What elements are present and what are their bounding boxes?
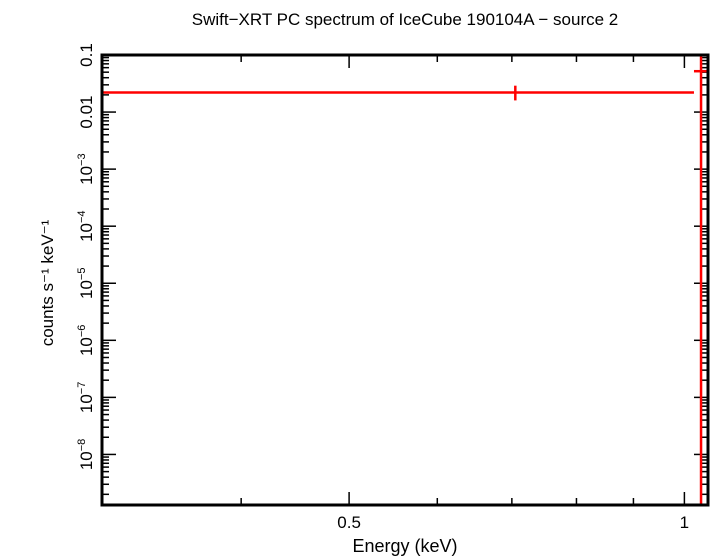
y-tick-label: 10−6 [76, 325, 96, 356]
data-point [102, 86, 694, 101]
y-tick-label: 10−7 [76, 382, 96, 413]
y-tick-label: 10−3 [76, 153, 96, 184]
y-tick-label: 10−5 [76, 268, 96, 299]
x-tick-label: 0.5 [337, 513, 361, 532]
y-tick-label: 10−8 [76, 439, 96, 470]
y-tick-label: 0.1 [77, 43, 96, 67]
chart-title: Swift−XRT PC spectrum of IceCube 190104A… [192, 10, 619, 29]
x-axis-label: Energy (keV) [352, 536, 457, 556]
axis-ticks: 0.5 1 0.1 0.01 10−3 10−4 10−5 10−6 10−7 10−8 [76, 43, 708, 532]
plot-frame [102, 55, 708, 505]
y-axis-label: counts s⁻¹ keV⁻¹ [38, 219, 57, 346]
y-tick-label: 10−4 [76, 210, 96, 241]
data-points [102, 55, 708, 505]
x-tick-label: 1 [680, 513, 689, 532]
y-tick-label: 0.01 [77, 96, 96, 129]
